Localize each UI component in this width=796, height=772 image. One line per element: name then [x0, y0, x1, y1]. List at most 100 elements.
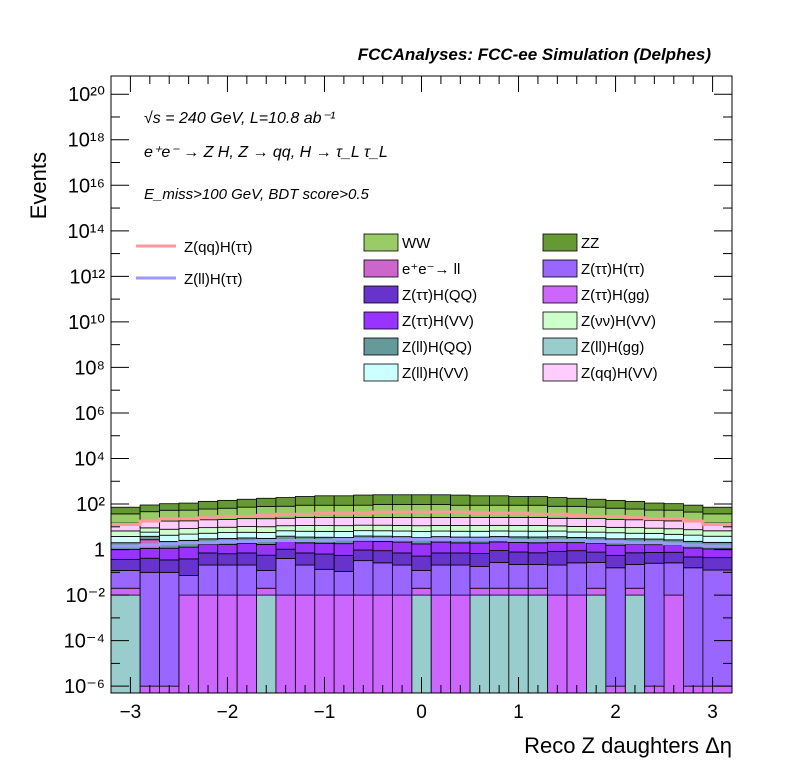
bar-zhvv-bin-3	[178, 528, 199, 535]
bar-zqqhvv-bin-21	[527, 517, 549, 526]
bar-zhqq-bin-21	[527, 552, 549, 565]
bar-zhqq-bin-18	[469, 552, 490, 568]
bar-zllhvv-bin-1	[139, 531, 160, 537]
bar-zqqhvv-bin-9	[294, 517, 316, 526]
bar-zhvv-bin-30	[702, 548, 733, 559]
bar-zhgg-bin-20	[508, 587, 529, 596]
bar-zllhvv-bin-0	[110, 536, 141, 544]
bar-zqqhvv-bin-12	[353, 516, 374, 526]
bar-zllhvv-bin-14	[391, 530, 413, 538]
bar-zz-bin-4	[197, 500, 219, 510]
bar-zqqhvv-bin-14	[391, 517, 413, 526]
y-tick-label: 10¹²	[69, 266, 105, 288]
bar-zllhvv-bin-16	[430, 530, 452, 538]
bar-zhvv-bin-14	[391, 541, 413, 554]
bar-zhvv-bin-19	[489, 541, 510, 551]
bar-zqqhvv-bin-28	[663, 520, 684, 530]
bar-zz-bin-29	[683, 504, 704, 513]
bar-zhqq-bin-5	[217, 553, 238, 566]
legend-line-label: Z(qq)H(ττ)	[184, 239, 253, 256]
bar-zh-bin-26	[624, 564, 646, 589]
legend-label: Z(ττ)H(VV)	[402, 313, 474, 330]
bar-zqqhvv-bin-15	[411, 517, 432, 527]
bar-zhvv-bin-4	[197, 527, 219, 534]
x-tick-label: 0	[416, 702, 427, 723]
bar-zhgg-bin-0	[110, 587, 141, 596]
bar-zhqq-bin-13	[372, 550, 393, 564]
bar-zhvv-bin-29	[683, 547, 704, 558]
bar-zh-bin-22	[547, 564, 568, 596]
bar-zhvv-bin-5	[217, 544, 238, 555]
legend-label: e⁺e⁻→ ll	[402, 261, 460, 278]
bar-zhvv-bin-8	[275, 525, 296, 532]
bar-zqqhvv-bin-25	[605, 519, 626, 528]
y-tick-label: 10¹⁴	[68, 221, 106, 243]
bar-zz-bin-7	[256, 497, 277, 507]
bar-zllhvv-bin-26	[624, 532, 646, 540]
x-tick-label: −2	[217, 702, 239, 723]
bar-zhqq-bin-20	[508, 551, 529, 565]
bar-zz-bin-18	[469, 495, 490, 506]
bar-ww-bin-0	[110, 513, 141, 524]
legend-label: WW	[402, 235, 431, 252]
bar-zhvv-bin-7	[256, 526, 277, 533]
bar-zqqhvv-bin-26	[624, 519, 646, 529]
bar-zhqq-bin-26	[624, 552, 646, 565]
legend-label: Z(qq)H(VV)	[581, 365, 658, 382]
bar-zhvv-bin-29	[683, 529, 704, 536]
bar-zh-bin-16	[430, 564, 452, 596]
line-zqqh	[111, 510, 732, 527]
stacked-bars	[110, 494, 733, 694]
legend-swatch	[542, 311, 578, 330]
bar-zz-bin-28	[663, 503, 684, 511]
bar-zllhqq-bin-1	[139, 535, 160, 541]
bar-zz-bin-24	[586, 498, 607, 508]
bar-zllhvv-bin-15	[411, 531, 432, 538]
bar-zhgg-bin-17	[450, 594, 471, 694]
bar-zhqq-bin-17	[450, 552, 471, 566]
bar-zhvv-bin-20	[508, 525, 529, 532]
x-axis-label: Reco Z daughters Δη	[524, 733, 732, 758]
y-axis: 10⁻⁶ 10⁻⁴ 10⁻² 1 10² 10⁴ 10⁶ 10⁸ 10¹⁰ 10¹² 10¹⁴ 10¹…	[64, 84, 732, 698]
bar-zllhvv-bin-24	[586, 531, 607, 539]
legend-swatch	[542, 259, 578, 278]
y-tick-label: 10²⁰	[68, 84, 105, 106]
bar-zhvv-bin-6	[236, 543, 257, 554]
bar-zhvv-bin-0	[110, 530, 141, 537]
y-tick-label: 10²	[76, 494, 105, 516]
bar-zhvv-bin-27	[644, 527, 665, 534]
bar-zz-bin-25	[605, 499, 626, 509]
bar-zhvv-bin-9	[294, 525, 316, 532]
y-tick-label: 10¹⁸	[68, 130, 105, 152]
legend-line-label: Z(ll)H(ττ)	[184, 271, 243, 288]
bar-zhqq-bin-0	[110, 558, 141, 571]
bar-zhvv-bin-5	[217, 526, 238, 533]
bar-zllhvv-bin-13	[372, 530, 393, 537]
bar-zhvv-bin-21	[527, 525, 549, 532]
bar-zhvv-bin-0	[110, 549, 141, 560]
bar-zhgg-bin-6	[236, 594, 257, 694]
bar-zz-bin-26	[624, 500, 646, 510]
bar-zllhgg-bin-19	[489, 594, 510, 694]
bar-zllhvv-bin-12	[353, 530, 374, 537]
bar-zhvv-bin-21	[527, 542, 549, 554]
bar-zhgg-bin-7	[256, 587, 277, 596]
bar-zh-bin-27	[644, 562, 665, 687]
bar-zh-bin-17	[450, 564, 471, 596]
bar-zhqq-bin-6	[236, 552, 257, 566]
bar-zh-bin-11	[333, 570, 354, 596]
bar-zz-bin-16	[430, 494, 452, 505]
legend-swatch	[363, 337, 399, 356]
bar-zhqq-bin-7	[256, 554, 277, 571]
bar-zhvv-bin-26	[624, 543, 646, 554]
bar-zhqq-bin-9	[294, 552, 316, 566]
x-tick-label: −3	[120, 702, 142, 723]
bar-zh-bin-0	[110, 570, 141, 589]
bar-zhvv-bin-17	[450, 525, 471, 532]
y-tick-label: 10⁻⁴	[64, 631, 105, 653]
bar-zqqhvv-bin-19	[489, 517, 510, 526]
bar-zhgg-bin-26	[624, 587, 646, 596]
bar-zqqhvv-bin-23	[566, 518, 587, 527]
bar-zhvv-bin-15	[411, 525, 432, 532]
bar-zz-bin-17	[450, 494, 471, 506]
